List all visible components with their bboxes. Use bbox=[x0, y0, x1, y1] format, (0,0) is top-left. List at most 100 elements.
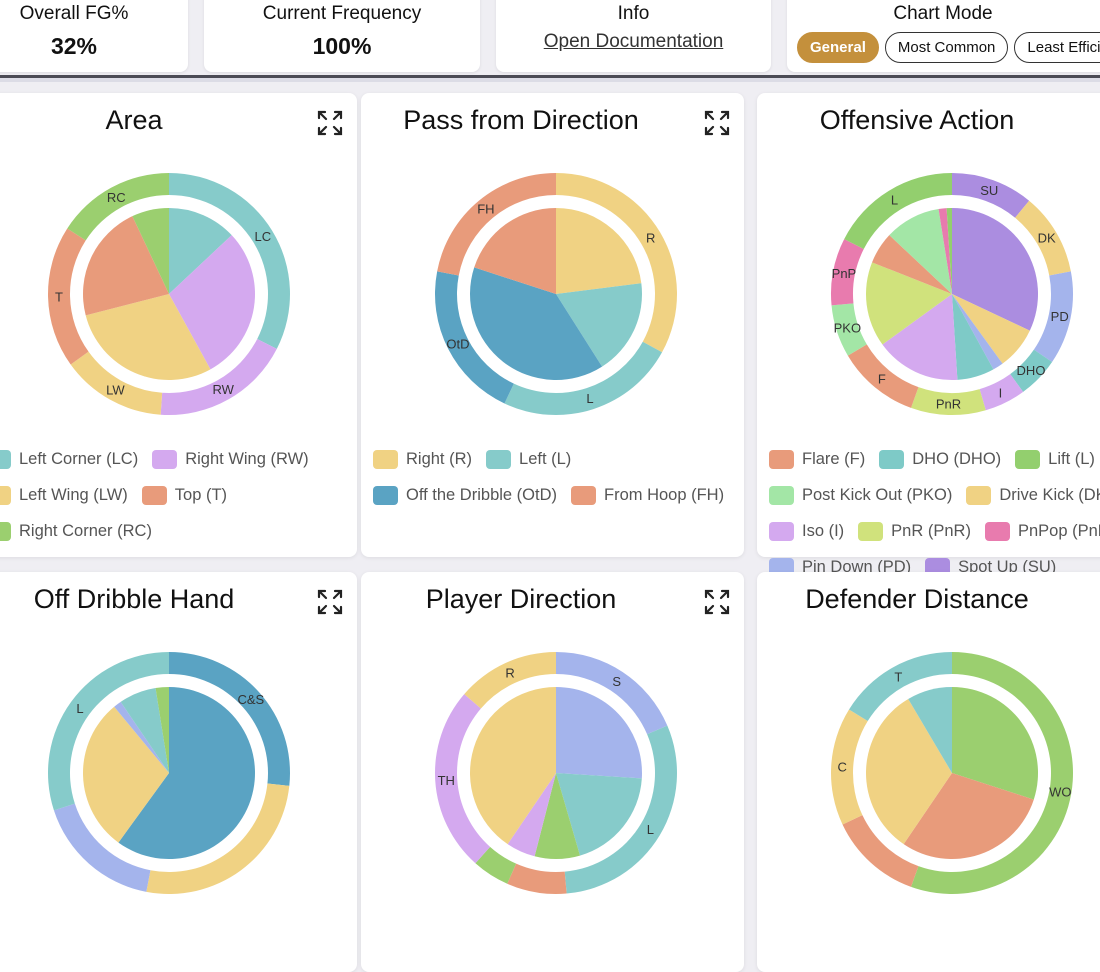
inner-slice[interactable] bbox=[952, 208, 1038, 331]
legend-item[interactable]: Flare (F) bbox=[769, 449, 865, 469]
outer-slice-l[interactable] bbox=[504, 341, 663, 415]
inner-slice[interactable] bbox=[872, 235, 952, 294]
outer-slice-otd[interactable] bbox=[435, 271, 514, 404]
legend-item[interactable]: Post Kick Out (PKO) bbox=[769, 485, 952, 505]
header-divider-shadow bbox=[0, 78, 1100, 82]
open-documentation-link[interactable]: Open Documentation bbox=[543, 31, 724, 52]
outer-slice-t[interactable] bbox=[48, 228, 89, 365]
overall-fg-value: 32% bbox=[50, 33, 98, 59]
legend-item[interactable]: Iso (I) bbox=[769, 521, 844, 541]
outer-slice-lc[interactable] bbox=[169, 173, 290, 349]
inner-slice[interactable] bbox=[469, 687, 556, 845]
outer-slice-dho[interactable] bbox=[1010, 349, 1053, 392]
legend-item[interactable]: PnPop (PnP) bbox=[984, 521, 1100, 541]
legend-item[interactable]: Drive Kick (DK) bbox=[966, 485, 1100, 505]
outer-slice-r[interactable] bbox=[464, 652, 556, 709]
inner-slice[interactable] bbox=[169, 235, 255, 370]
expand-arrows-icon[interactable] bbox=[703, 588, 731, 616]
inner-slice[interactable] bbox=[83, 216, 169, 316]
inner-slice[interactable] bbox=[866, 698, 952, 845]
inner-slice[interactable] bbox=[952, 294, 1003, 370]
inner-slice[interactable] bbox=[169, 208, 232, 294]
slice-label: I bbox=[999, 385, 1003, 400]
inner-slice[interactable] bbox=[120, 688, 169, 773]
outer-slice[interactable] bbox=[507, 863, 567, 894]
legend-swatch bbox=[0, 485, 11, 505]
inner-slice[interactable] bbox=[82, 706, 169, 843]
inner-slice[interactable] bbox=[946, 208, 952, 294]
expand-arrows-icon[interactable] bbox=[316, 109, 344, 137]
inner-slice[interactable] bbox=[952, 687, 1038, 800]
outer-slice-rw[interactable] bbox=[160, 338, 277, 415]
outer-slice-f[interactable] bbox=[847, 344, 919, 408]
legend-swatch bbox=[152, 449, 178, 469]
chart-legend: Flare (F) DHO (DHO) Lift (L) Post Kick Out … bbox=[769, 449, 1100, 577]
inner-slice[interactable] bbox=[938, 208, 952, 294]
inner-slice[interactable] bbox=[882, 294, 958, 380]
outer-slice-th[interactable] bbox=[435, 694, 491, 864]
legend-item[interactable]: Left Wing (LW) bbox=[0, 485, 128, 505]
header-divider bbox=[0, 75, 1100, 78]
legend-item[interactable]: PnR (PnR) bbox=[858, 521, 971, 541]
inner-slice[interactable] bbox=[155, 687, 169, 773]
legend-label: Iso (I) bbox=[802, 521, 845, 540]
legend-item[interactable]: Off the Dribble (OtD) bbox=[373, 485, 557, 505]
outer-slice-r[interactable] bbox=[556, 173, 677, 353]
outer-slice-lw[interactable] bbox=[70, 351, 163, 415]
outer-slice-c-s[interactable] bbox=[169, 652, 290, 786]
outer-slice-dk[interactable] bbox=[1015, 200, 1071, 276]
expand-arrows-icon[interactable] bbox=[703, 109, 731, 137]
outer-slice-su[interactable] bbox=[952, 173, 1030, 218]
inner-slice[interactable] bbox=[118, 687, 256, 859]
outer-slice-pnp[interactable] bbox=[831, 239, 864, 306]
slice-label: PKO bbox=[834, 320, 861, 335]
nested-pie-chart: WO C T bbox=[831, 652, 1073, 894]
outer-slice-pd[interactable] bbox=[1033, 271, 1073, 363]
inner-slice[interactable] bbox=[908, 687, 952, 773]
legend-item[interactable]: Left Corner (LC) bbox=[0, 449, 138, 469]
mode-general-button[interactable]: General bbox=[797, 32, 879, 63]
inner-slice[interactable] bbox=[889, 209, 952, 294]
inner-slice[interactable] bbox=[952, 294, 1030, 364]
inner-slice[interactable] bbox=[85, 294, 211, 380]
inner-slice[interactable] bbox=[952, 294, 994, 380]
inner-slice[interactable] bbox=[132, 208, 169, 294]
legend-item[interactable]: DHO (DHO) bbox=[879, 449, 1001, 469]
inner-slice[interactable] bbox=[474, 208, 556, 294]
mode-least-efficient-button[interactable]: Least Efficient bbox=[1014, 32, 1100, 63]
slice-label: L bbox=[586, 391, 593, 406]
legend-item[interactable]: Pin Down (PD) bbox=[769, 557, 911, 577]
outer-slice-i[interactable] bbox=[979, 374, 1024, 411]
outer-slice-c[interactable] bbox=[831, 709, 868, 825]
outer-slice-pnr[interactable] bbox=[911, 387, 986, 415]
legend-item[interactable]: From Hoop (FH) bbox=[571, 485, 724, 505]
legend-item[interactable]: Right Wing (RW) bbox=[152, 449, 309, 469]
legend-item[interactable]: Left (L) bbox=[486, 449, 571, 469]
outer-slice-pko[interactable] bbox=[831, 303, 867, 356]
legend-item[interactable]: Lift (L) bbox=[1015, 449, 1095, 469]
outer-slice-l[interactable] bbox=[844, 173, 952, 250]
inner-slice[interactable] bbox=[470, 267, 603, 380]
legend-swatch bbox=[769, 557, 794, 577]
mode-most-common-button[interactable]: Most Common bbox=[884, 32, 1009, 63]
legend-item[interactable]: Top (T) bbox=[141, 485, 227, 505]
outer-slice-fh[interactable] bbox=[437, 173, 556, 276]
expand-arrows-icon[interactable] bbox=[316, 588, 344, 616]
inner-slice[interactable] bbox=[556, 283, 642, 367]
inner-slice[interactable] bbox=[556, 208, 642, 294]
legend-item[interactable]: Right (R) bbox=[373, 449, 472, 469]
chart-title: Pass from Direction bbox=[403, 105, 639, 135]
legend-item[interactable]: Spot Up (SU) bbox=[925, 557, 1056, 577]
outer-slice-rc[interactable] bbox=[67, 173, 169, 241]
outer-slice-t[interactable] bbox=[849, 652, 952, 722]
chart-card-defender-distance: Defender Distance WO C T bbox=[757, 572, 1100, 972]
inner-slice[interactable] bbox=[866, 262, 952, 345]
inner-slice[interactable] bbox=[114, 701, 169, 773]
chart-card-pass-from-direction: Pass from Direction R L OtD FH Right (R) Left… bbox=[361, 93, 744, 557]
inner-slice[interactable] bbox=[556, 687, 642, 779]
legend-item[interactable]: Right Corner (RC) bbox=[0, 521, 152, 541]
outer-slice-s[interactable] bbox=[556, 652, 668, 735]
outer-slice-l[interactable] bbox=[47, 652, 169, 811]
slice-label: TH bbox=[438, 773, 455, 788]
legend-swatch bbox=[486, 449, 512, 469]
